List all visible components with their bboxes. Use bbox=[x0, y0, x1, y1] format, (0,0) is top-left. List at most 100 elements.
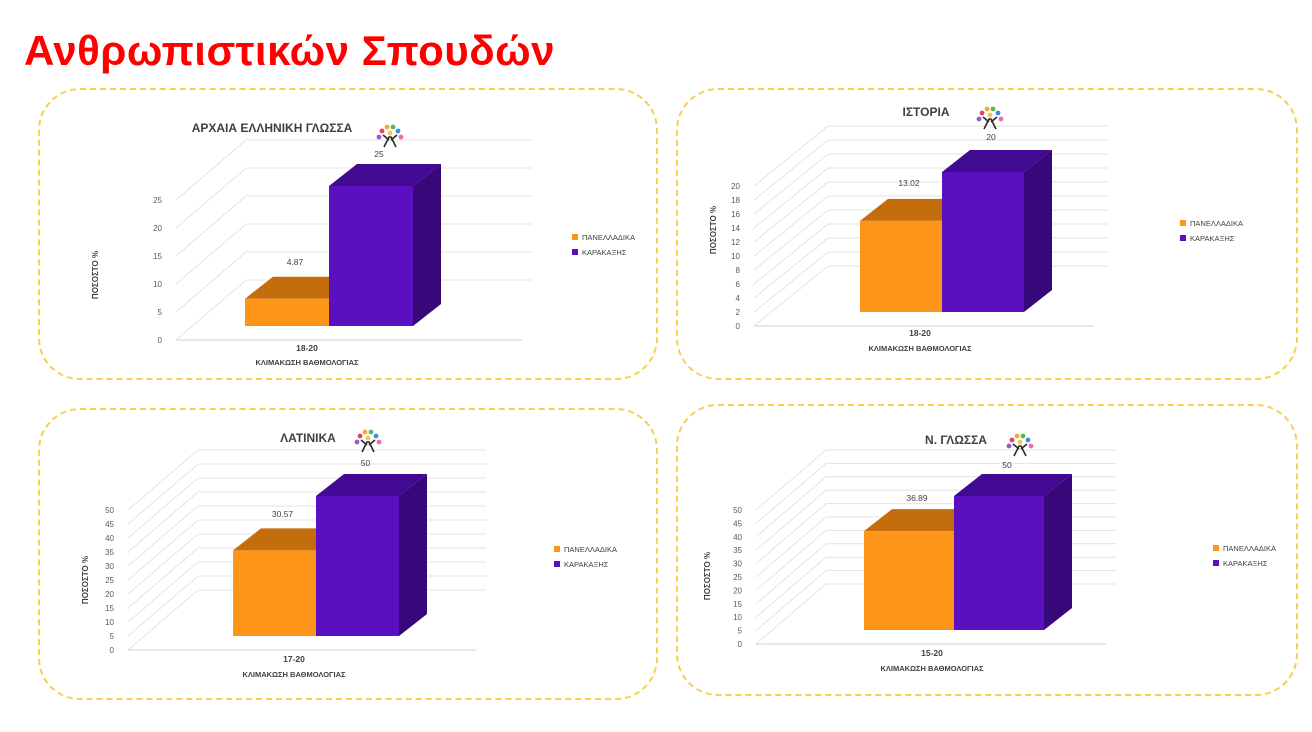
history-ytick-label: 2 bbox=[736, 308, 741, 317]
tree-logo-icon bbox=[354, 429, 382, 453]
modern-greek-gridline-diag bbox=[755, 463, 827, 524]
ancient-greek-ytick-label: 15 bbox=[153, 252, 162, 261]
history-category-label: 18-20 bbox=[909, 328, 931, 338]
latin-data-label-2: 50 bbox=[361, 458, 371, 468]
latin-ytick-label: 20 bbox=[105, 590, 114, 599]
modern-greek-ytick-label: 35 bbox=[733, 546, 742, 555]
chart-history: 0 2 4 6 8 10 12 14 16 18 20 13.02 20 ΙΣΤΟΡΙΑ ΠΟΣΟΣΤΟ %… bbox=[709, 105, 1243, 353]
modern-greek-x-axis-label: ΚΛΙΜΑΚΩΣΗ ΒΑΘΜΟΛΟΓΙΑΣ bbox=[880, 664, 984, 673]
ancient-greek-legend-swatch-2 bbox=[572, 249, 578, 255]
latin-ytick-label: 25 bbox=[105, 576, 114, 585]
latin-gridline-diag bbox=[127, 547, 199, 609]
latin-ytick-label: 30 bbox=[105, 562, 114, 571]
history-chart-title: ΙΣΤΟΡΙΑ bbox=[903, 105, 950, 119]
history-ytick-label: 0 bbox=[736, 322, 741, 331]
history-gridline-diag bbox=[753, 181, 829, 243]
modern-greek-gridline-diag bbox=[755, 516, 827, 578]
latin-ytick-label: 50 bbox=[105, 506, 114, 515]
modern-greek-bar-2-top bbox=[954, 474, 1072, 496]
latin-gridline-diag bbox=[127, 533, 199, 595]
latin-gridline-diag bbox=[127, 477, 199, 539]
history-gridline-diag bbox=[753, 209, 829, 271]
latin-ytick-label: 15 bbox=[105, 604, 114, 613]
latin-legend-swatch-2 bbox=[554, 561, 560, 567]
page-title: Ανθρωπιστικών Σπουδών bbox=[24, 27, 556, 74]
ancient-greek-ytick-label: 5 bbox=[158, 308, 163, 317]
tree-logo-icon bbox=[1006, 433, 1034, 457]
modern-greek-gridline-diag bbox=[755, 449, 827, 511]
modern-greek-ytick-label: 40 bbox=[733, 533, 742, 542]
chart-latin: 0 5 10 15 20 25 30 35 40 45 50 30.57 50 ΛΑΤΙΝΙΚΑ ΠΟΣΟΣ… bbox=[81, 429, 617, 679]
history-gridline-diag bbox=[753, 167, 829, 229]
modern-greek-ytick-label: 25 bbox=[733, 573, 742, 582]
history-gridline-diag bbox=[753, 139, 829, 201]
modern-greek-gridline-diag bbox=[755, 489, 827, 551]
history-gridline-diag bbox=[753, 251, 829, 313]
ancient-greek-ytick-label: 20 bbox=[153, 224, 162, 233]
history-gridline-diag bbox=[753, 223, 829, 285]
modern-greek-ytick-label: 10 bbox=[733, 613, 742, 622]
latin-gridline-diag bbox=[127, 491, 199, 553]
history-ytick-label: 6 bbox=[736, 280, 741, 289]
modern-greek-gridline-diag bbox=[755, 530, 827, 591]
ancient-greek-gridline-diag bbox=[175, 223, 247, 285]
ancient-greek-legend-label-2: ΚΑΡΑΚΑΞΗΣ bbox=[582, 248, 627, 257]
history-y-axis-label: ΠΟΣΟΣΤΟ % bbox=[709, 206, 718, 254]
modern-greek-gridline-diag bbox=[755, 503, 827, 564]
latin-ytick-label: 45 bbox=[105, 520, 114, 529]
latin-gridline-diag bbox=[127, 463, 199, 525]
history-legend-swatch-2 bbox=[1180, 235, 1186, 241]
ancient-greek-gridline-diag bbox=[175, 251, 247, 313]
history-ytick-label: 14 bbox=[731, 224, 740, 233]
chart-modern-greek: 0 5 10 15 20 25 30 35 40 45 50 36.89 50 Ν. ΓΛΩΣΣΑ ΠΟΣΟ… bbox=[703, 433, 1276, 673]
history-gridline-diag bbox=[753, 237, 829, 299]
modern-greek-category-label: 15-20 bbox=[921, 648, 943, 658]
history-gridline-diag bbox=[753, 195, 829, 257]
modern-greek-ytick-label: 30 bbox=[733, 560, 742, 569]
ancient-greek-legend-swatch-1 bbox=[572, 234, 578, 240]
modern-greek-gridline-diag bbox=[755, 570, 827, 631]
modern-greek-bar-2-side bbox=[1044, 474, 1072, 630]
latin-legend-label-2: ΚΑΡΑΚΑΞΗΣ bbox=[564, 560, 609, 569]
history-bar-2-top bbox=[942, 150, 1052, 172]
ancient-greek-gridline-diag bbox=[175, 167, 247, 229]
latin-chart-title: ΛΑΤΙΝΙΚΑ bbox=[280, 431, 336, 445]
latin-gridline-diag bbox=[127, 449, 199, 511]
modern-greek-gridline-diag bbox=[755, 543, 827, 605]
history-data-label-2: 20 bbox=[986, 132, 996, 142]
latin-ytick-label: 40 bbox=[105, 534, 114, 543]
history-gridline-diag bbox=[753, 153, 829, 215]
ancient-greek-ytick-label: 25 bbox=[153, 196, 162, 205]
chart-panel-history: 0 2 4 6 8 10 12 14 16 18 20 13.02 20 ΙΣΤΟΡΙΑ ΠΟΣΟΣΤΟ %… bbox=[676, 88, 1298, 380]
latin-bar-1 bbox=[233, 550, 316, 636]
ancient-greek-gridline-diag bbox=[175, 195, 247, 257]
latin-gridline-diag bbox=[127, 575, 199, 637]
latin-ytick-label: 35 bbox=[105, 548, 114, 557]
modern-greek-ytick-label: 45 bbox=[733, 519, 742, 528]
history-ytick-label: 18 bbox=[731, 196, 740, 205]
latin-gridline-diag bbox=[127, 589, 199, 651]
ancient-greek-data-label-1: 4.87 bbox=[287, 257, 304, 267]
latin-x-axis-label: ΚΛΙΜΑΚΩΣΗ ΒΑΘΜΟΛΟΓΙΑΣ bbox=[242, 670, 346, 679]
history-ytick-label: 20 bbox=[731, 182, 740, 191]
latin-gridline-diag bbox=[127, 505, 199, 567]
latin-legend-label-1: ΠΑΝΕΛΛΑΔΙΚΑ bbox=[564, 545, 617, 554]
ancient-greek-bar-2 bbox=[329, 186, 413, 326]
tree-logo-icon bbox=[976, 106, 1004, 130]
latin-y-axis-label: ΠΟΣΟΣΤΟ % bbox=[81, 556, 90, 604]
ancient-greek-gridline-diag bbox=[175, 279, 247, 341]
latin-bar-2-top bbox=[316, 474, 427, 496]
history-legend-label-1: ΠΑΝΕΛΛΑΔΙΚΑ bbox=[1190, 219, 1243, 228]
chart-panel-latin: 0 5 10 15 20 25 30 35 40 45 50 30.57 50 ΛΑΤΙΝΙΚΑ ΠΟΣΟΣ… bbox=[38, 408, 658, 700]
modern-greek-gridline-diag bbox=[755, 476, 827, 538]
history-legend-label-2: ΚΑΡΑΚΑΞΗΣ bbox=[1190, 234, 1235, 243]
chart-panel-ancient-greek: 0 5 10 15 20 25 4.87 25 ΑΡΧΑΙΑ ΕΛΛΗΝΙΚΗ ΓΛΩΣΣΑ ΠΟ… bbox=[38, 88, 658, 380]
modern-greek-bar-1-top bbox=[864, 509, 982, 532]
latin-bar-2 bbox=[316, 496, 399, 636]
history-ytick-label: 12 bbox=[731, 238, 740, 247]
latin-ytick-label: 10 bbox=[105, 618, 114, 627]
modern-greek-gridline-diag bbox=[755, 556, 827, 618]
ancient-greek-bar-1 bbox=[245, 298, 329, 326]
modern-greek-legend-label-2: ΚΑΡΑΚΑΞΗΣ bbox=[1223, 559, 1268, 568]
ancient-greek-ytick-label: 10 bbox=[153, 280, 162, 289]
